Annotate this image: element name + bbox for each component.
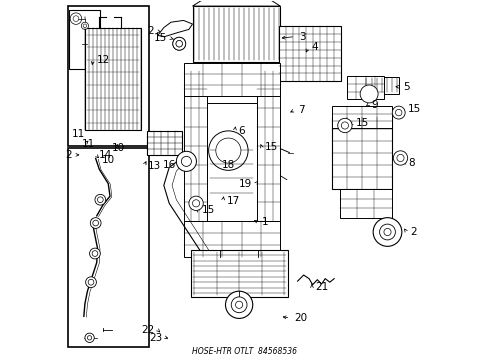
Bar [346, 76, 384, 99]
Circle shape [172, 37, 185, 50]
Bar [339, 189, 391, 218]
Circle shape [73, 16, 79, 22]
Text: 12: 12 [97, 55, 110, 65]
Circle shape [341, 122, 348, 129]
Text: 22: 22 [141, 325, 154, 335]
Bar [68, 148, 148, 347]
Text: 7: 7 [298, 105, 305, 115]
Circle shape [372, 218, 401, 246]
Circle shape [392, 151, 407, 165]
Bar [332, 107, 391, 128]
Bar [206, 103, 257, 221]
Polygon shape [158, 21, 192, 37]
Text: 9: 9 [371, 100, 378, 110]
Circle shape [235, 301, 242, 309]
Text: 21: 21 [315, 282, 328, 292]
Circle shape [360, 85, 377, 103]
Circle shape [176, 151, 196, 171]
Text: 15: 15 [407, 104, 420, 114]
Text: 3: 3 [298, 32, 305, 41]
Circle shape [215, 138, 241, 163]
Circle shape [379, 224, 395, 240]
Text: 20: 20 [293, 313, 306, 323]
Circle shape [85, 277, 96, 288]
Circle shape [83, 24, 86, 28]
Circle shape [395, 109, 401, 116]
Circle shape [95, 194, 105, 205]
Text: 13: 13 [147, 161, 161, 171]
Text: 5: 5 [403, 82, 409, 92]
Circle shape [337, 118, 351, 133]
Circle shape [92, 251, 98, 256]
Text: 19: 19 [239, 179, 252, 189]
Text: 11: 11 [72, 130, 85, 139]
Circle shape [89, 248, 100, 259]
Text: 23: 23 [149, 333, 163, 343]
Bar [190, 250, 287, 297]
Bar [183, 221, 280, 257]
Bar [85, 28, 140, 130]
Text: HOSE-HTR OTLT  84568536: HOSE-HTR OTLT 84568536 [192, 347, 296, 356]
Bar [183, 63, 280, 96]
Bar [147, 131, 182, 155]
Bar [69, 10, 100, 69]
Text: 15: 15 [355, 118, 368, 128]
Circle shape [172, 37, 185, 50]
Bar [183, 71, 206, 221]
Circle shape [88, 279, 94, 285]
Circle shape [90, 218, 101, 228]
Circle shape [87, 336, 92, 340]
Text: 11: 11 [81, 139, 95, 149]
Bar [257, 71, 280, 221]
Bar [332, 117, 391, 189]
Text: 8: 8 [408, 158, 414, 168]
Text: 15: 15 [201, 206, 214, 216]
Text: 2: 2 [147, 26, 154, 36]
Circle shape [192, 200, 199, 207]
Bar [192, 6, 280, 62]
Text: 15: 15 [154, 33, 167, 43]
Bar [278, 26, 341, 81]
Circle shape [383, 228, 390, 235]
Text: 10: 10 [111, 143, 124, 153]
Text: 15: 15 [265, 142, 278, 152]
Text: 1: 1 [261, 217, 268, 227]
Circle shape [188, 196, 203, 211]
Circle shape [396, 154, 403, 162]
Circle shape [93, 220, 99, 226]
Circle shape [231, 297, 246, 313]
Text: 4: 4 [311, 42, 318, 52]
Text: 2: 2 [65, 150, 72, 160]
Polygon shape [192, 0, 280, 6]
Text: 16: 16 [162, 160, 175, 170]
Circle shape [85, 333, 94, 342]
Circle shape [176, 41, 182, 47]
Circle shape [391, 106, 405, 119]
Text: 2: 2 [409, 227, 416, 237]
Text: 10: 10 [102, 155, 115, 165]
Circle shape [81, 22, 88, 30]
Bar [68, 6, 148, 146]
Bar [364, 77, 398, 94]
Circle shape [97, 197, 103, 203]
Text: 17: 17 [226, 196, 239, 206]
Text: 6: 6 [238, 126, 244, 135]
Text: 14: 14 [99, 150, 112, 160]
Circle shape [208, 131, 247, 170]
Circle shape [176, 41, 182, 47]
Circle shape [225, 291, 252, 319]
Circle shape [70, 13, 81, 24]
Text: 18: 18 [222, 160, 235, 170]
Circle shape [181, 156, 191, 166]
